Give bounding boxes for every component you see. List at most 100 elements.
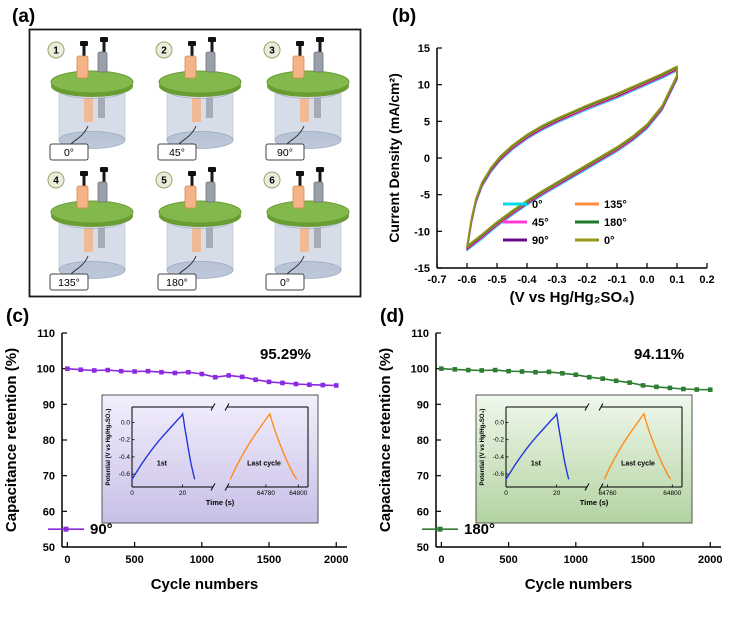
panel-c-label: (c) (6, 306, 30, 327)
electrode-left-cap (80, 171, 88, 176)
y-tick-label: 5 (424, 116, 430, 128)
label-leader-line (70, 255, 89, 275)
angle-label-box (49, 143, 89, 161)
electrode-left-stem (82, 44, 86, 58)
data-marker (613, 378, 619, 384)
electrode-right-cap (208, 37, 216, 42)
retention-chart-180: 0 500 1000 1500 2000 50 60 70 80 90 100 110 Cycle nu… (377, 328, 722, 593)
data-marker (439, 366, 444, 371)
gcd-label-last: Last cycle (621, 460, 655, 467)
data-marker (118, 368, 124, 374)
x-tick-label: 1500 (631, 554, 655, 566)
x-tick-label: 1000 (564, 554, 588, 566)
electrode-right (97, 181, 108, 203)
inset-x-tick: 0 (130, 490, 134, 497)
electrode-left (292, 55, 305, 79)
y-tick-label: 50 (417, 542, 429, 554)
cell-6: 6 0° (263, 167, 350, 291)
electrode-right-stem (318, 170, 322, 184)
inset-y-tick: -0.6 (493, 471, 505, 478)
data-marker (145, 368, 151, 374)
y-tick-label: 50 (43, 542, 55, 554)
panel-d-label: (d) (380, 306, 405, 327)
angle-label-box (265, 273, 305, 291)
gcd-curve-1 (603, 412, 672, 480)
cv-xlabel: (V vs Hg/Hg₂SO₄) (510, 289, 635, 306)
electrode-left (292, 185, 305, 209)
cell-number-badge (47, 171, 65, 189)
cell-number-badge (263, 171, 281, 189)
inset-background (101, 394, 319, 524)
axis-break-mark (224, 483, 230, 491)
cell-number: 5 (161, 176, 167, 187)
cv-plot: -0.7 -0.6 -0.5 -0.4 -0.3 -0.2 -0.1 0.0 0.1 0.2 -15… (386, 43, 715, 306)
legend-label: 180° (604, 217, 627, 229)
electrode-right-stem (210, 170, 214, 184)
legend-label: 90° (532, 235, 549, 247)
x-tick-label: -0.3 (548, 274, 567, 286)
legend-marker (437, 526, 443, 532)
x-tick-label: 1500 (257, 554, 281, 566)
data-marker (694, 387, 700, 392)
electrode-left-stem (298, 44, 302, 58)
legend-label: 180° (464, 521, 495, 538)
data-marker (707, 387, 713, 392)
panel-b-label: (b) (392, 6, 417, 27)
angle-label-box (49, 273, 89, 291)
axis-break-mark (598, 403, 604, 411)
y-tick-label: -15 (414, 263, 430, 275)
inset-ylabel: Potential (V vs Hg/Hg₂SO₄) (480, 409, 486, 486)
inner-electrode-left (192, 92, 201, 122)
cell-number: 1 (53, 46, 59, 57)
lid (50, 200, 134, 224)
inset-gcd: 0.0 -0.2 -0.4 -0.6 0 20 64760 64800 Time (s) Pote… (475, 394, 693, 524)
cv-legend: 0° 45° 90° 135° 180° 0° (503, 199, 627, 247)
data-marker (186, 369, 191, 375)
data-marker (307, 382, 312, 388)
y-tick-label: -5 (420, 190, 430, 202)
angle-label: 180° (166, 277, 188, 289)
cell-3: 3 90° (263, 37, 350, 161)
cell-4: 4 135° (47, 167, 134, 291)
panel-a-label: (a) (12, 6, 36, 27)
electrode-right (97, 51, 108, 73)
x-tick-label: 500 (125, 554, 143, 566)
inset-gcd: 0.0 -0.2 -0.4 -0.6 0 20 64780 64800 Time (s) Pote… (101, 394, 319, 524)
electrode-right-stem (210, 40, 214, 54)
inner-electrode-right (314, 222, 321, 248)
angle-label-box (265, 143, 305, 161)
data-marker (253, 377, 258, 383)
label-leader-line (286, 255, 305, 275)
electrode-right-cap (316, 37, 324, 42)
electrode-right-cap (100, 167, 108, 172)
inset-y-tick: -0.4 (119, 454, 131, 461)
lid (158, 70, 242, 94)
data-marker (132, 369, 137, 374)
inner-electrode-right (98, 92, 105, 118)
lid (50, 70, 134, 94)
electrode-right (205, 181, 216, 203)
data-marker (519, 369, 525, 374)
inset-y-tick: -0.2 (119, 437, 131, 444)
angle-label: 0° (280, 277, 290, 289)
y-tick-label: 100 (411, 364, 429, 376)
retention-annotation: 95.29% (260, 346, 311, 363)
electrode-left (76, 185, 89, 209)
electrode-left-cap (296, 171, 304, 176)
angle-label: 45° (169, 147, 185, 159)
electrode-left-cap (188, 41, 196, 46)
inner-electrode-left (84, 222, 93, 252)
data-marker (640, 383, 646, 388)
y-tick-label: 80 (417, 435, 429, 447)
angle-label: 135° (58, 277, 80, 289)
legend-marker (63, 526, 69, 532)
y-tick-label: 60 (417, 506, 429, 518)
data-marker (78, 367, 84, 373)
inset-y-tick: -0.4 (493, 454, 505, 461)
cell-number-badge (155, 171, 173, 189)
legend-label: 90° (90, 521, 113, 538)
data-marker (654, 384, 659, 390)
data-marker (546, 369, 552, 375)
x-tick-label: 0.2 (699, 274, 714, 286)
data-marker (266, 379, 272, 385)
